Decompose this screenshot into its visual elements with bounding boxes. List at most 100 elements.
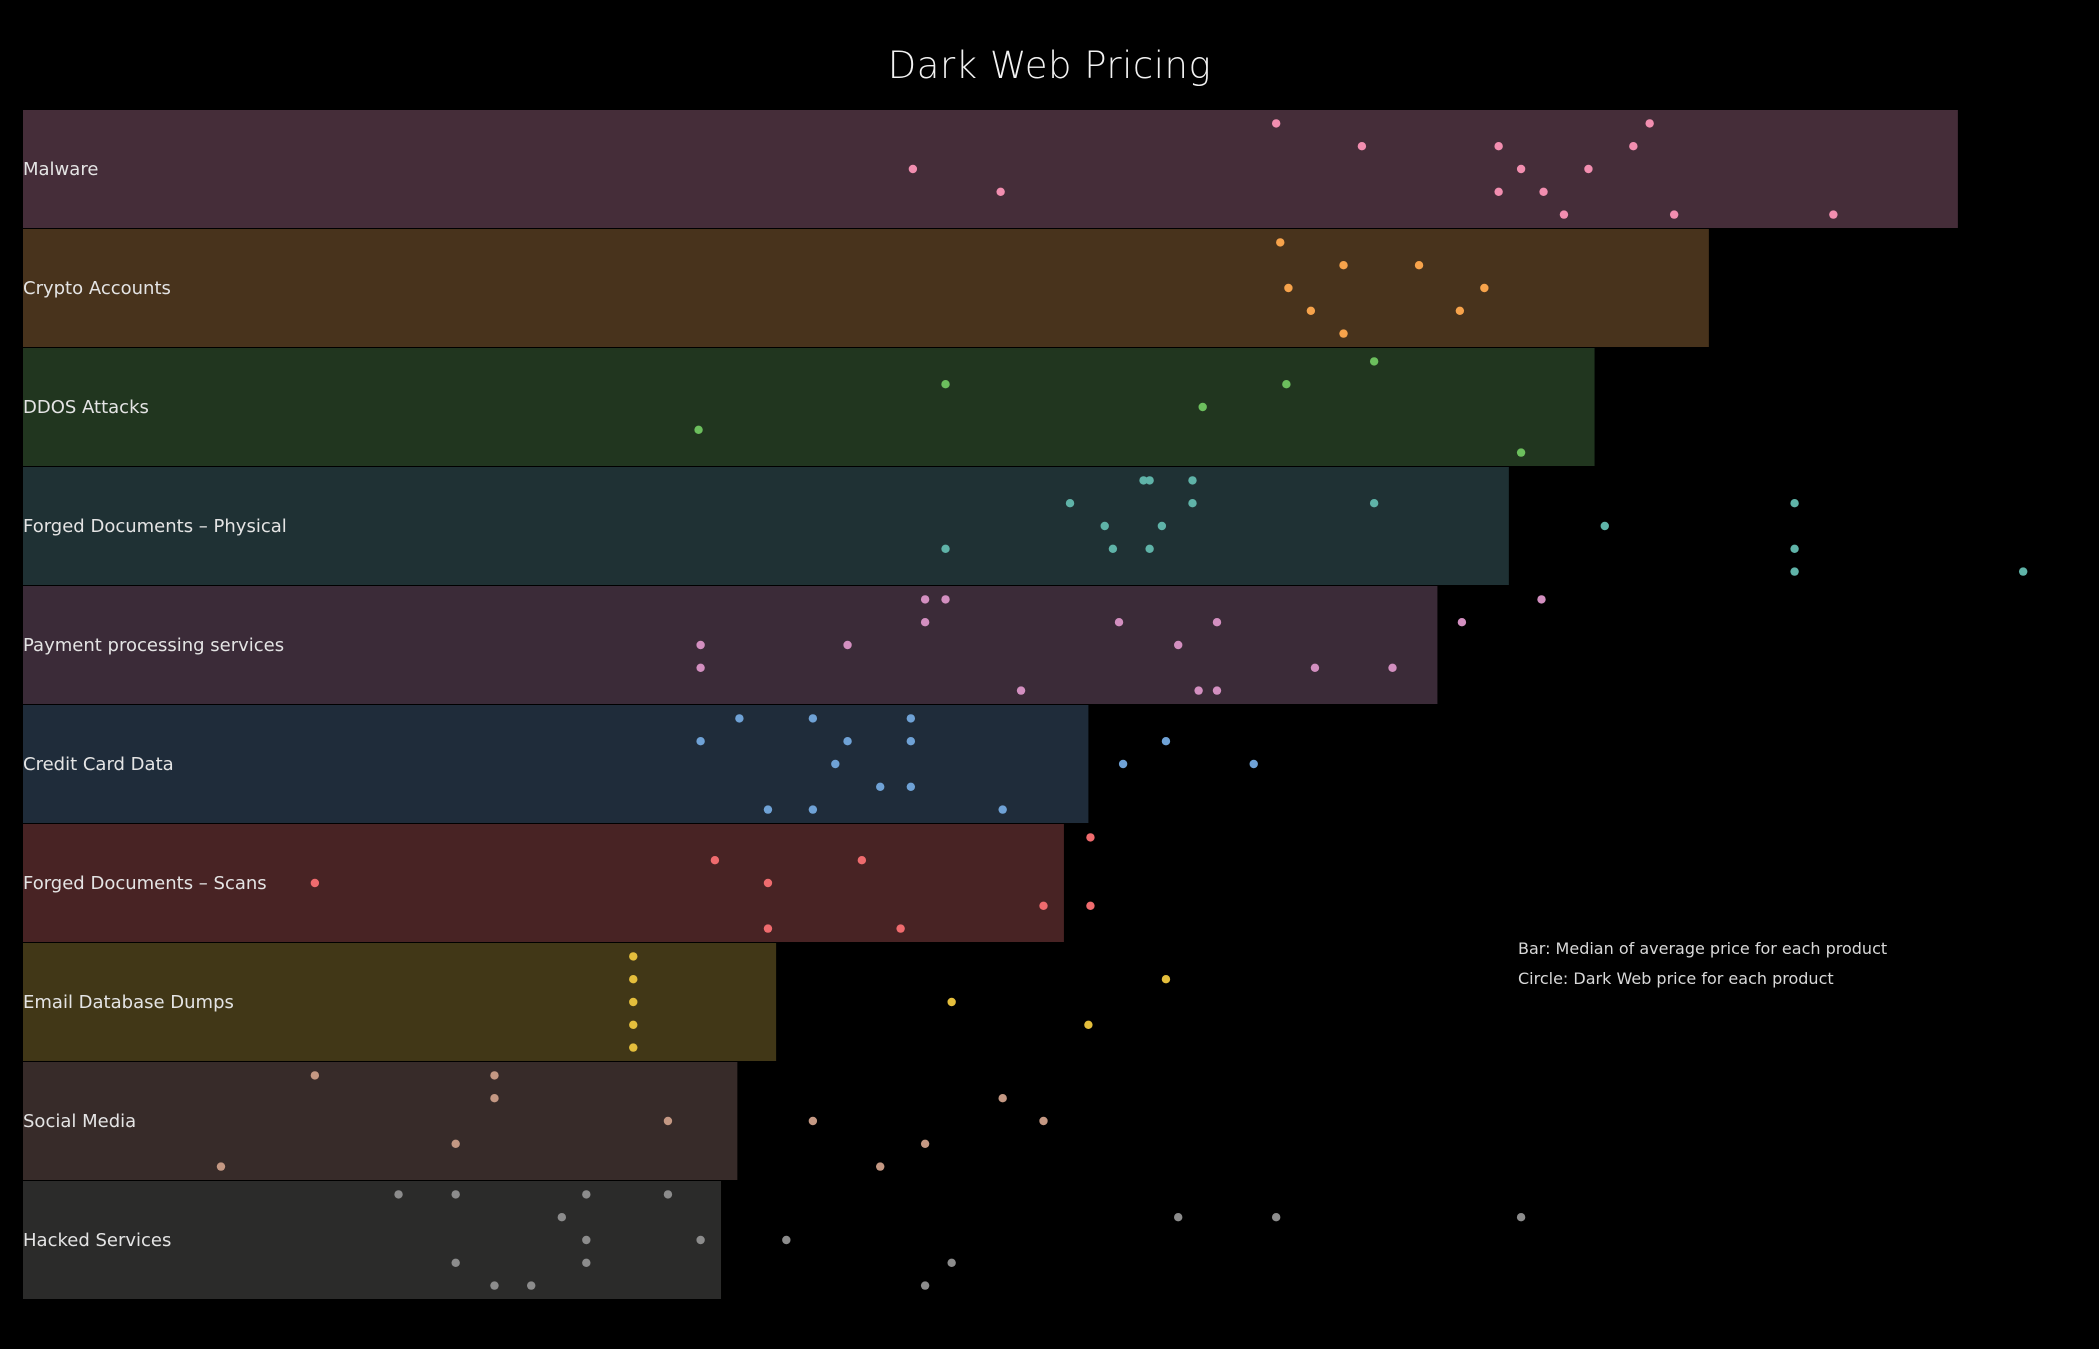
category-label-forged-documents-physical: Forged Documents – Physical <box>23 516 287 537</box>
price-point-forged-documents-scans-3 <box>857 856 867 865</box>
price-point-malware-5 <box>1584 164 1593 174</box>
price-point-social-media-9 <box>920 1139 930 1149</box>
price-point-hacked-services-4 <box>557 1213 567 1222</box>
price-point-hacked-services-1 <box>451 1190 460 1199</box>
price-point-credit-card-data-2 <box>906 714 916 723</box>
price-point-payment-processing-services-13 <box>1194 686 1203 695</box>
price-point-hacked-services-7 <box>451 1258 460 1268</box>
price-point-forged-documents-scans-1 <box>310 878 320 888</box>
price-point-forged-documents-physical-8 <box>1145 544 1154 553</box>
price-point-crypto-accounts-5 <box>1414 261 1424 270</box>
price-point-ddos-attacks-4 <box>1369 357 1379 366</box>
price-point-hacked-services-5 <box>582 1235 591 1245</box>
bar-payment-processing-services <box>23 586 1438 704</box>
price-point-malware-6 <box>1494 187 1503 196</box>
price-point-payment-processing-services-14 <box>1212 686 1222 695</box>
price-point-forged-documents-physical-12 <box>1790 499 1799 508</box>
price-point-credit-card-data-8 <box>1118 759 1128 769</box>
price-point-forged-documents-physical-1 <box>1139 476 1148 485</box>
bar-email-database-dumps <box>23 943 777 1061</box>
price-point-credit-card-data-5 <box>906 737 916 746</box>
price-point-forged-documents-physical-13 <box>1790 544 1799 553</box>
price-point-payment-processing-services-9 <box>696 663 705 672</box>
price-point-crypto-accounts-3 <box>1306 306 1316 315</box>
price-point-email-database-dumps-1 <box>629 975 638 984</box>
price-point-hacked-services-0 <box>394 1190 403 1199</box>
price-point-crypto-accounts-6 <box>1480 283 1489 293</box>
price-point-ddos-attacks-5 <box>1516 448 1526 457</box>
price-point-hacked-services-8 <box>582 1258 591 1268</box>
price-point-payment-processing-services-3 <box>1114 618 1124 627</box>
price-point-forged-documents-scans-0 <box>1086 833 1095 842</box>
price-point-forged-documents-physical-5 <box>1100 521 1109 531</box>
price-point-hacked-services-2 <box>582 1190 591 1199</box>
price-point-forged-documents-scans-5 <box>1039 901 1048 910</box>
price-point-ddos-attacks-1 <box>941 380 950 389</box>
price-point-hacked-services-11 <box>782 1235 791 1245</box>
category-label-email-database-dumps: Email Database Dumps <box>23 992 234 1013</box>
price-point-social-media-3 <box>663 1116 673 1126</box>
bar-note: Bar: Median of average price for each pr… <box>1518 939 1888 958</box>
price-point-forged-documents-physical-14 <box>1790 567 1799 576</box>
price-point-payment-processing-services-6 <box>696 640 705 650</box>
price-point-credit-card-data-10 <box>876 782 885 791</box>
price-point-forged-documents-physical-11 <box>1600 521 1609 531</box>
price-point-malware-11 <box>1669 210 1679 219</box>
price-point-credit-card-data-9 <box>1249 759 1258 769</box>
price-point-payment-processing-services-5 <box>1457 618 1467 627</box>
price-point-hacked-services-16 <box>1516 1213 1526 1222</box>
price-point-credit-card-data-0 <box>735 714 744 723</box>
category-labels-layer: Malware Crypto Accounts DDOS Attacks Forged… <box>23 159 287 1251</box>
price-point-forged-documents-scans-2 <box>710 856 720 865</box>
price-point-social-media-8 <box>1039 1116 1048 1126</box>
price-point-ddos-attacks-0 <box>694 425 703 434</box>
price-point-forged-documents-physical-9 <box>941 544 950 553</box>
price-point-credit-card-data-13 <box>808 805 818 814</box>
price-point-forged-documents-physical-15 <box>2018 567 2028 576</box>
price-point-credit-card-data-4 <box>843 737 852 746</box>
price-point-email-database-dumps-0 <box>629 952 638 961</box>
price-point-payment-processing-services-7 <box>843 640 852 650</box>
price-point-ddos-attacks-2 <box>1198 402 1207 412</box>
price-point-crypto-accounts-1 <box>1284 283 1293 293</box>
price-point-social-media-0 <box>310 1071 320 1080</box>
price-point-email-database-dumps-4 <box>629 1043 638 1052</box>
price-point-social-media-4 <box>451 1139 460 1149</box>
price-point-email-database-dumps-5 <box>947 997 956 1007</box>
price-point-credit-card-data-14 <box>998 805 1007 814</box>
category-label-crypto-accounts: Crypto Accounts <box>23 278 171 299</box>
price-point-hacked-services-3 <box>663 1190 673 1199</box>
price-point-credit-card-data-7 <box>831 759 840 769</box>
price-point-email-database-dumps-6 <box>1084 1020 1093 1029</box>
price-point-malware-3 <box>1494 142 1503 151</box>
price-point-forged-documents-scans-8 <box>896 924 905 933</box>
bar-crypto-accounts <box>23 229 1709 347</box>
price-point-hacked-services-10 <box>527 1281 536 1290</box>
price-point-malware-8 <box>1629 142 1638 151</box>
price-point-malware-12 <box>1829 210 1838 219</box>
price-point-social-media-5 <box>216 1162 226 1171</box>
bar-social-media <box>23 1062 738 1180</box>
legend-note: Bar: Median of average price for each pr… <box>1518 934 1887 994</box>
price-point-forged-documents-physical-7 <box>1108 544 1118 553</box>
chart-title: Dark Web Pricing <box>887 44 1212 87</box>
price-point-forged-documents-physical-6 <box>1157 521 1167 531</box>
price-point-email-database-dumps-2 <box>629 997 638 1007</box>
price-point-payment-processing-services-0 <box>920 595 930 604</box>
price-point-hacked-services-6 <box>696 1235 705 1245</box>
category-label-hacked-services: Hacked Services <box>23 1230 171 1251</box>
category-label-credit-card-data: Credit Card Data <box>23 754 174 775</box>
points-layer <box>216 119 2028 1290</box>
price-point-social-media-7 <box>998 1094 1007 1103</box>
price-point-forged-documents-physical-4 <box>1188 499 1197 508</box>
price-point-social-media-10 <box>876 1162 885 1171</box>
category-label-forged-documents-scans: Forged Documents – Scans <box>23 873 267 894</box>
price-point-hacked-services-12 <box>947 1258 956 1268</box>
price-point-payment-processing-services-4 <box>1212 618 1222 627</box>
price-point-malware-4 <box>1516 164 1526 174</box>
price-point-forged-documents-scans-6 <box>1086 901 1095 910</box>
price-point-malware-13 <box>996 187 1005 196</box>
price-point-payment-processing-services-2 <box>920 618 930 627</box>
category-label-ddos-attacks: DDOS Attacks <box>23 397 149 418</box>
